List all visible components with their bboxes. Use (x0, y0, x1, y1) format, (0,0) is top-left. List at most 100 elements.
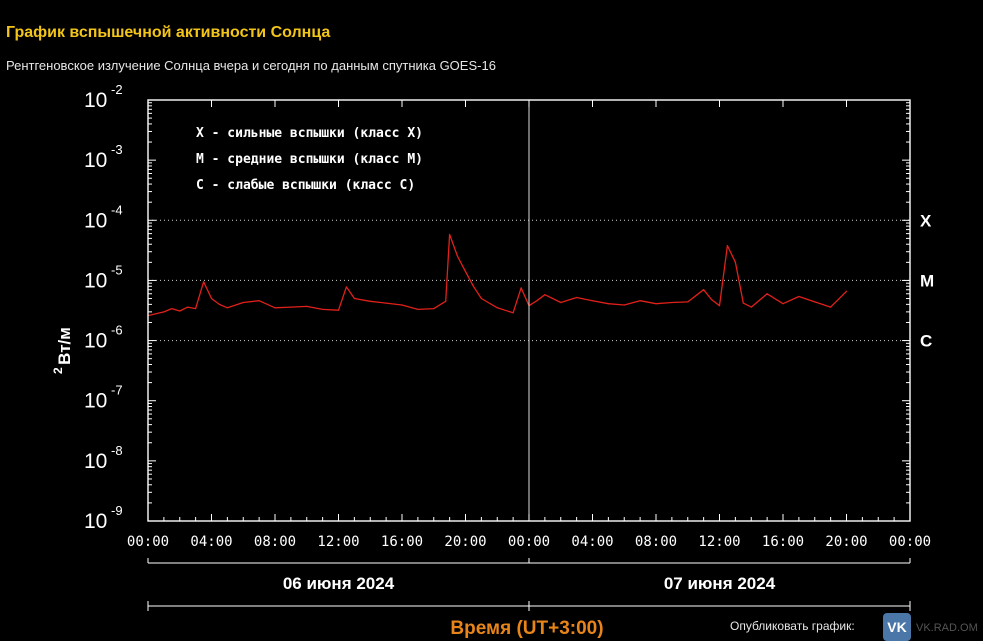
day-label: 07 июня 2024 (664, 574, 776, 593)
data-point (710, 298, 713, 301)
x-tick-label: 16:00 (762, 534, 804, 550)
flux-series-line (147, 233, 847, 317)
data-point (337, 309, 340, 311)
data-point (607, 303, 609, 305)
class-label-m: M (920, 271, 934, 290)
data-point (401, 304, 403, 306)
data-point (345, 286, 348, 288)
y-tick-exponent: -8 (111, 443, 123, 458)
data-point (734, 261, 736, 263)
y-tick-base: 10 (84, 450, 107, 473)
data-point (814, 301, 816, 303)
y-tick-base: 10 (84, 269, 107, 292)
data-point (218, 303, 221, 305)
plot-frame-layer (147, 99, 911, 522)
data-point (385, 302, 387, 304)
y-tick-exponent: -6 (111, 323, 123, 338)
data-point (258, 300, 260, 302)
data-point (322, 308, 324, 310)
y-axis-title: Вт/м (55, 327, 74, 365)
publish-label: Опубликовать график: (730, 619, 855, 633)
legend-entry: C - слабые вспышки (класс C) (196, 178, 415, 193)
data-point (845, 290, 848, 292)
data-point (242, 301, 244, 304)
data-point (830, 306, 832, 308)
data-point (195, 308, 197, 310)
data-point (456, 255, 459, 258)
data-point (496, 307, 498, 309)
y-axis-label: Вт/м 2 (51, 327, 74, 374)
data-point (536, 300, 538, 302)
legend-entry: M - средние вспышки (класс M) (196, 152, 423, 167)
x-tick-label: 16:00 (381, 534, 423, 550)
y-tick-exponent: -9 (111, 503, 123, 518)
x-tick-label: 00:00 (508, 534, 550, 550)
data-point (171, 308, 173, 310)
data-point (480, 297, 482, 300)
data-point (445, 300, 447, 302)
y-tick-base: 10 (84, 390, 107, 413)
data-point (639, 300, 641, 302)
y-tick-exponent: -4 (111, 202, 123, 217)
data-point (726, 244, 729, 247)
data-point (742, 302, 744, 304)
x-tick-label: 04:00 (190, 534, 232, 550)
day-label: 06 июня 2024 (283, 574, 395, 593)
data-point (163, 311, 165, 313)
x-tick-label: 12:00 (698, 534, 740, 550)
legend-entry: X - сильные вспышки (класс X) (196, 126, 423, 141)
x-axis-title: Время (UT+3:00) (450, 618, 603, 639)
data-point (703, 289, 705, 291)
vk-share-icon[interactable]: VK (883, 613, 911, 641)
data-point (671, 301, 673, 304)
data-point (290, 306, 292, 308)
class-label-x: X (920, 211, 932, 230)
data-point (623, 304, 625, 306)
chart-legend: X - сильные вспышки (класс X) M - средние… (196, 126, 423, 193)
data-point (464, 271, 467, 273)
x-tick-labels: 00:00 04:00 08:00 12:00 16:00 20:00 00:00 04:00… (127, 534, 931, 550)
data-point (544, 294, 546, 296)
x-tick-label: 12:00 (317, 534, 359, 550)
y-tick-base: 10 (84, 89, 107, 112)
y-tick-exponent: -7 (111, 383, 123, 398)
page-subtitle: Рентгеновское излучение Солнца вчера и с… (6, 58, 496, 73)
data-point (202, 281, 205, 283)
y-tick-base: 10 (84, 330, 107, 353)
y-axis-title-exponent: 2 (51, 367, 65, 374)
data-point (782, 303, 784, 305)
vk-link-text[interactable]: VK.RAD.OM (916, 622, 978, 634)
y-tick-labels: 10 -2 10 -3 10 -4 10 -5 10 -6 10 -7 10 -8 10 -9 (84, 82, 123, 533)
x-tick-label: 00:00 (889, 534, 931, 550)
data-point (353, 297, 355, 300)
data-point (560, 301, 562, 304)
y-tick-base: 10 (84, 510, 107, 533)
x-tick-label: 20:00 (825, 534, 867, 550)
data-point (718, 305, 721, 307)
data-point (433, 308, 435, 310)
data-point (472, 285, 475, 287)
data-point (655, 303, 657, 305)
data-point (591, 300, 594, 302)
data-point (369, 300, 371, 302)
x-tick-label: 00:00 (127, 534, 169, 550)
x-tick-label: 04:00 (571, 534, 613, 550)
class-label-c: C (920, 332, 932, 351)
flux-series-layer (147, 233, 848, 317)
data-point (179, 310, 181, 312)
page-title: График вспышечной активности Солнца (6, 24, 331, 41)
day-labels: 06 июня 2024 07 июня 2024 (147, 558, 911, 611)
data-point (766, 293, 768, 295)
data-point (274, 307, 276, 309)
class-level-labels: X M C (920, 211, 934, 350)
data-point (512, 312, 514, 314)
data-point (226, 307, 228, 309)
data-point (520, 287, 522, 289)
y-tick-base: 10 (84, 209, 107, 232)
data-point (187, 306, 189, 308)
data-point (687, 301, 689, 303)
x-axis-label: Время (UT+3:00) (450, 618, 603, 639)
y-tick-base: 10 (84, 149, 107, 172)
x-tick-label: 20:00 (444, 534, 486, 550)
